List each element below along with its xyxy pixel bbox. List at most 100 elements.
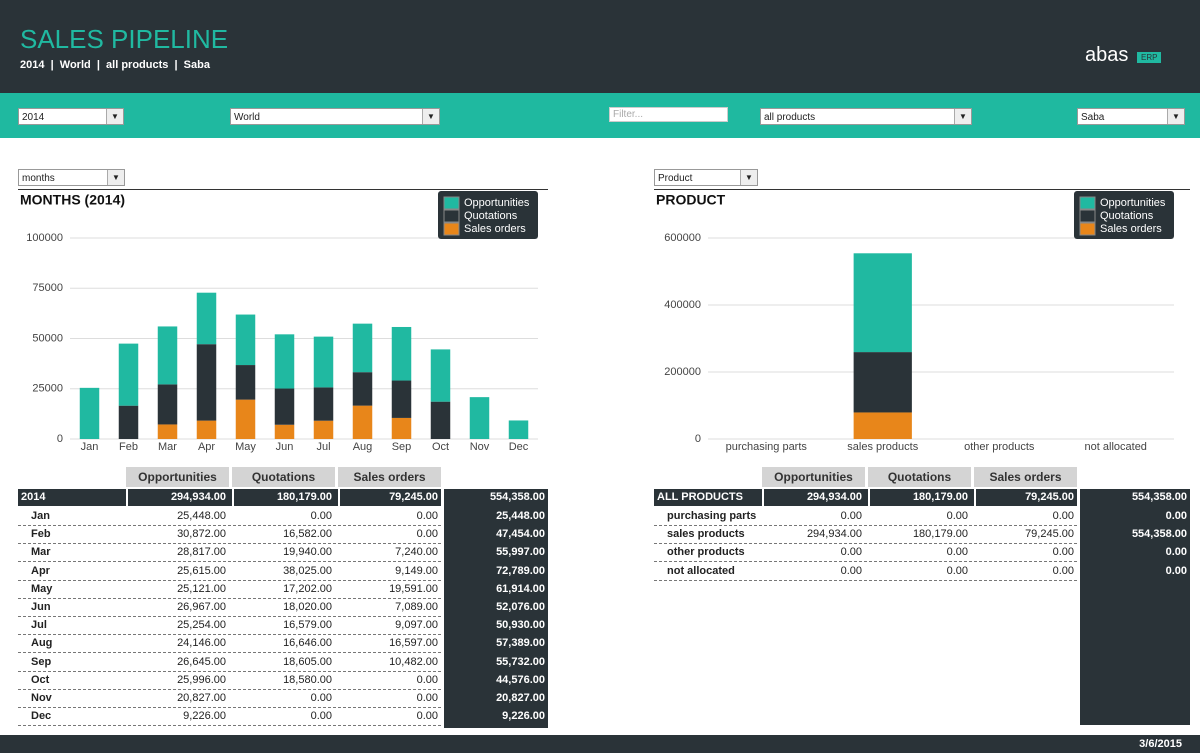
row-divider bbox=[18, 652, 441, 654]
row-divider bbox=[654, 561, 1077, 563]
table-cell: 0.00 bbox=[416, 710, 438, 723]
x-tick-label: Feb bbox=[119, 441, 138, 453]
legend-swatch bbox=[1079, 222, 1096, 236]
legend-label: Quotations bbox=[464, 210, 518, 222]
row-total-cell: 9,226.00 bbox=[502, 710, 545, 723]
products-select[interactable]: all products ▼ bbox=[760, 108, 972, 125]
table-cell: 16,597.00 bbox=[389, 637, 438, 650]
row-divider bbox=[18, 616, 441, 617]
row-divider bbox=[654, 525, 1077, 526]
select-value: Saba bbox=[1081, 112, 1105, 123]
row-divider bbox=[18, 561, 441, 563]
row-divider bbox=[18, 725, 441, 727]
grouping-select[interactable]: Product ▼ bbox=[654, 169, 758, 186]
select-arrow[interactable]: ▼ bbox=[106, 109, 123, 124]
x-tick-label: Jul bbox=[316, 441, 330, 453]
bar-segment bbox=[118, 405, 139, 439]
logo-badge: ERP bbox=[1137, 52, 1162, 63]
column-header: Quotations bbox=[868, 467, 971, 487]
bar-segment bbox=[313, 387, 334, 421]
row-divider bbox=[18, 670, 441, 672]
select-arrow[interactable]: ▼ bbox=[740, 170, 757, 185]
table-cell: 0.00 bbox=[310, 510, 332, 522]
table-cell: 25,448.00 bbox=[177, 510, 226, 522]
row-total-cell: 0.00 bbox=[1165, 546, 1187, 559]
bar-segment bbox=[853, 352, 912, 413]
table-cell: 38,025.00 bbox=[283, 564, 332, 577]
y-tick-label: 50000 bbox=[32, 332, 63, 344]
footer bbox=[0, 735, 1200, 753]
table-cell: 7,089.00 bbox=[395, 601, 438, 613]
user-select[interactable]: Saba ▼ bbox=[1077, 108, 1185, 125]
total-cell: 2014 bbox=[21, 491, 46, 503]
row-total-cell: 554,358.00 bbox=[1131, 528, 1187, 541]
legend-box bbox=[1074, 191, 1174, 239]
total-cell: 294,934.00 bbox=[762, 489, 865, 506]
table-cell: 0.00 bbox=[840, 510, 862, 522]
table-cell: Oct bbox=[31, 673, 50, 686]
bar-segment bbox=[157, 384, 178, 425]
header bbox=[0, 0, 1200, 93]
chart: PRODUCT 0 200000 400000 600000 purchasing par… bbox=[656, 191, 1174, 453]
table-cell: 25,615.00 bbox=[177, 564, 226, 577]
total-cell: 180,179.00 bbox=[868, 489, 971, 506]
table-cell: 180,179.00 bbox=[912, 528, 968, 541]
table-cell: 16,646.00 bbox=[283, 637, 332, 650]
table-cell: 26,645.00 bbox=[177, 655, 226, 668]
select-arrow[interactable]: ▼ bbox=[954, 109, 971, 124]
row-total-cell: 44,576.00 bbox=[496, 673, 545, 686]
table-cell: 16,582.00 bbox=[283, 528, 332, 541]
legend-box bbox=[438, 191, 538, 239]
y-tick-label: 200000 bbox=[664, 366, 701, 378]
x-tick-label: Jan bbox=[81, 441, 99, 453]
x-tick-label: Dec bbox=[509, 441, 529, 453]
legend-label: Sales orders bbox=[464, 223, 526, 235]
legend-label: Opportunities bbox=[464, 197, 530, 209]
table-cell: Aug bbox=[31, 637, 53, 650]
select-value: all products bbox=[764, 112, 816, 123]
table-cell: 10,482.00 bbox=[389, 655, 438, 668]
bar-segment bbox=[391, 380, 412, 418]
page-subtitle: 2014 | World | all products | Saba bbox=[20, 59, 210, 71]
bar-segment bbox=[274, 388, 295, 425]
table-cell: 0.00 bbox=[946, 510, 968, 522]
total-column-bg bbox=[1080, 489, 1190, 725]
y-tick-label: 400000 bbox=[664, 299, 701, 311]
table-cell: Jun bbox=[31, 601, 51, 613]
bar-segment bbox=[469, 397, 490, 439]
column-header: Opportunities bbox=[762, 467, 865, 487]
bar-segment bbox=[274, 334, 295, 389]
row-total-cell: 0.00 bbox=[1165, 510, 1187, 522]
table-cell: not allocated bbox=[667, 564, 735, 577]
footer-date: 3/6/2015 bbox=[1139, 738, 1182, 750]
table-cell: 9,226.00 bbox=[183, 710, 226, 723]
select-arrow[interactable]: ▼ bbox=[422, 109, 439, 124]
select-value: Product bbox=[658, 173, 693, 184]
total-row-bg bbox=[18, 489, 441, 506]
table-cell: 7,240.00 bbox=[395, 546, 438, 559]
grouping-select[interactable]: months ▼ bbox=[18, 169, 125, 186]
row-total-cell: 61,914.00 bbox=[496, 582, 545, 595]
select-arrow[interactable]: ▼ bbox=[1167, 109, 1184, 124]
row-total-cell: 20,827.00 bbox=[496, 692, 545, 704]
bar-segment bbox=[235, 365, 256, 400]
year-select[interactable]: 2014 ▼ bbox=[18, 108, 124, 125]
filter-bar bbox=[0, 93, 1200, 138]
region-select[interactable]: World ▼ bbox=[230, 108, 440, 125]
legend-label: Quotations bbox=[1100, 210, 1154, 222]
table-cell: 18,580.00 bbox=[283, 673, 332, 686]
row-total-cell: 52,076.00 bbox=[496, 601, 545, 613]
row-divider bbox=[18, 707, 441, 708]
select-value: 2014 bbox=[22, 112, 45, 123]
logo: abas bbox=[1085, 44, 1129, 66]
table-cell: 28,817.00 bbox=[177, 546, 226, 559]
bar-segment bbox=[118, 343, 139, 406]
search-input[interactable]: Filter... bbox=[609, 107, 728, 122]
table-cell: 9,149.00 bbox=[395, 564, 438, 577]
legend-swatch bbox=[443, 196, 460, 210]
bar-segment bbox=[235, 314, 256, 366]
row-divider bbox=[18, 525, 441, 526]
select-arrow[interactable]: ▼ bbox=[107, 170, 124, 185]
row-total-cell: 55,997.00 bbox=[496, 546, 545, 559]
table-cell: Apr bbox=[31, 564, 50, 577]
